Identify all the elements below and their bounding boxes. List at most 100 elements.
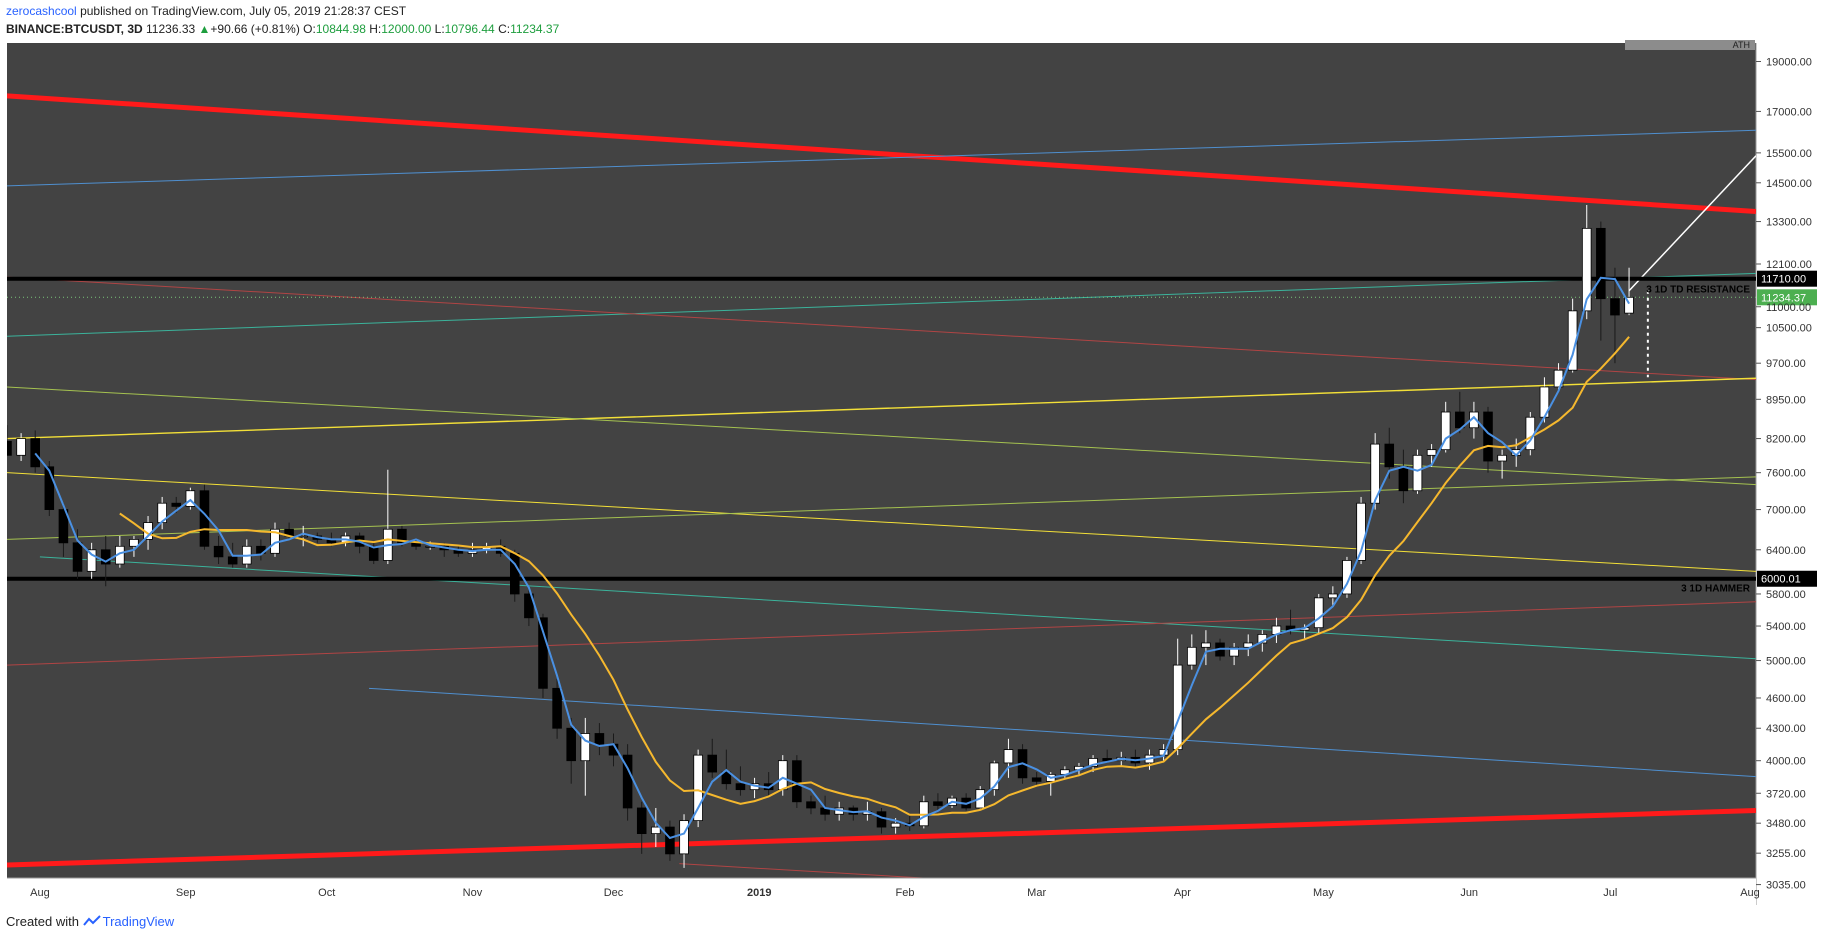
candle-body <box>16 438 26 456</box>
chart-header: zerocashcool published on TradingView.co… <box>0 0 1828 42</box>
y-tick-label: 7600.00 <box>1766 468 1806 480</box>
dark-red-rising-line <box>7 601 1756 666</box>
candle-body <box>1581 227 1592 312</box>
tradingview-logo-icon <box>82 915 101 926</box>
price-axis[interactable] <box>1756 43 1828 905</box>
x-tick-label: 2019 <box>747 887 771 899</box>
candle-body <box>1313 597 1324 629</box>
candle-body <box>1624 296 1634 314</box>
candle-body <box>721 771 732 785</box>
trendline-drawings <box>7 93 1756 905</box>
resistance-price-tag-bg <box>1757 270 1817 287</box>
y-tick-label: 3035.00 <box>1766 880 1806 892</box>
candle-body <box>30 438 40 468</box>
last-price-tag: 11234.37 <box>1761 292 1806 304</box>
low-label: L: <box>434 22 445 36</box>
y-tick-label: 7000.00 <box>1766 505 1806 517</box>
close-value: 11234.37 <box>510 22 560 36</box>
y-tick-label: 11000.00 <box>1766 302 1811 314</box>
x-tick-label: Oct <box>318 887 335 899</box>
candle-body <box>1398 466 1409 492</box>
candle-body <box>7 440 12 456</box>
candle-body <box>397 528 407 544</box>
candle-body <box>1003 749 1014 764</box>
price-change: +90.66 (+0.81%) <box>210 22 300 36</box>
candle-body <box>1497 454 1507 462</box>
y-tick-label: 9700.00 <box>1766 358 1806 370</box>
resistance-annotation: 3 1D TD RESISTANCE <box>1646 285 1750 296</box>
candle-body <box>185 490 196 507</box>
candle-body <box>636 807 647 835</box>
candle-body <box>806 801 816 809</box>
change-up-icon: ▲ <box>198 22 211 36</box>
symbol-label: BINANCE:BTCUSDT, 3D <box>6 22 143 36</box>
olive-falling-line <box>7 386 1756 486</box>
red-resistance-trendline <box>7 93 1756 215</box>
candle-body <box>1243 642 1253 648</box>
close-label: C: <box>498 22 511 36</box>
candle-body <box>989 762 1000 791</box>
candle-body <box>411 542 421 547</box>
candle-body <box>566 727 576 762</box>
candle-body <box>227 556 238 565</box>
olive-rising-line <box>7 476 1756 540</box>
y-tick-label: 13300.00 <box>1766 217 1812 229</box>
x-tick-label: Nov <box>463 887 483 899</box>
x-tick-label: Aug <box>30 887 50 899</box>
publish-info: zerocashcool published on TradingView.co… <box>6 4 406 18</box>
candle-body <box>1328 593 1338 599</box>
candle-body <box>1610 298 1620 316</box>
symbol-info: BINANCE:BTCUSDT, 3D 11236.33 ▲+90.66 (+0… <box>6 22 559 36</box>
candle-body <box>368 545 379 561</box>
candle-body <box>538 617 548 689</box>
candle-body <box>1031 777 1042 782</box>
y-tick-label: 12100.00 <box>1766 259 1812 271</box>
candle-body <box>1172 664 1183 751</box>
x-tick-label: Sep <box>176 887 196 899</box>
published-text: published on TradingView.com, July 05, 2… <box>80 4 407 18</box>
tradingview-link[interactable]: TradingView <box>102 914 175 929</box>
last-price-tag-bg <box>1757 289 1817 306</box>
red-support-trendline <box>7 807 1756 868</box>
resistance-price-tag: 11710.00 <box>1761 274 1806 286</box>
y-tick-label: 4600.00 <box>1766 693 1806 705</box>
x-tick-label: Dec <box>604 887 624 899</box>
x-tick-label: Aug <box>1740 887 1760 899</box>
candle-body <box>44 466 55 510</box>
hammer-price-tag-bg <box>1757 570 1817 587</box>
candle-body <box>298 535 308 538</box>
slow-moving-average-line <box>119 336 1630 816</box>
candle-body <box>510 552 520 595</box>
ath-tag-bg <box>1625 40 1755 50</box>
y-tick-label: 5400.00 <box>1766 621 1806 633</box>
open-value: 10844.98 <box>315 22 366 36</box>
candle-body <box>1384 443 1395 468</box>
last-price: 11236.33 <box>146 22 196 36</box>
candle-body <box>693 754 703 822</box>
author-link[interactable]: zerocashcool <box>6 4 77 18</box>
candle-body <box>1187 646 1197 666</box>
candle-body <box>580 733 591 762</box>
hammer-price-tag: 6000.01 <box>1761 574 1801 586</box>
level-overlays: 3 1D TD RESISTANCE 3 1D HAMMER 11710.00 600… <box>1625 40 1817 595</box>
candle-body <box>1201 642 1211 648</box>
candle-body <box>524 593 534 619</box>
candle-body <box>171 502 182 507</box>
yellow-rising-line <box>7 377 1756 440</box>
y-tick-label: 5800.00 <box>1766 589 1806 601</box>
plot-area[interactable] <box>7 43 1756 905</box>
candle-body <box>1596 227 1606 300</box>
dark-red-falling-line <box>7 276 1756 381</box>
projection-white-line <box>1628 155 1756 292</box>
candle-body <box>213 545 224 558</box>
candle-body <box>58 509 69 544</box>
candle-body <box>792 760 802 803</box>
time-axis[interactable] <box>7 905 1756 911</box>
candle-body <box>1088 758 1098 767</box>
x-tick-label: May <box>1313 887 1334 899</box>
candle-body <box>777 760 788 791</box>
y-tick-label: 17000.00 <box>1766 106 1812 118</box>
candle-body <box>594 733 605 745</box>
candle-body <box>707 754 718 773</box>
